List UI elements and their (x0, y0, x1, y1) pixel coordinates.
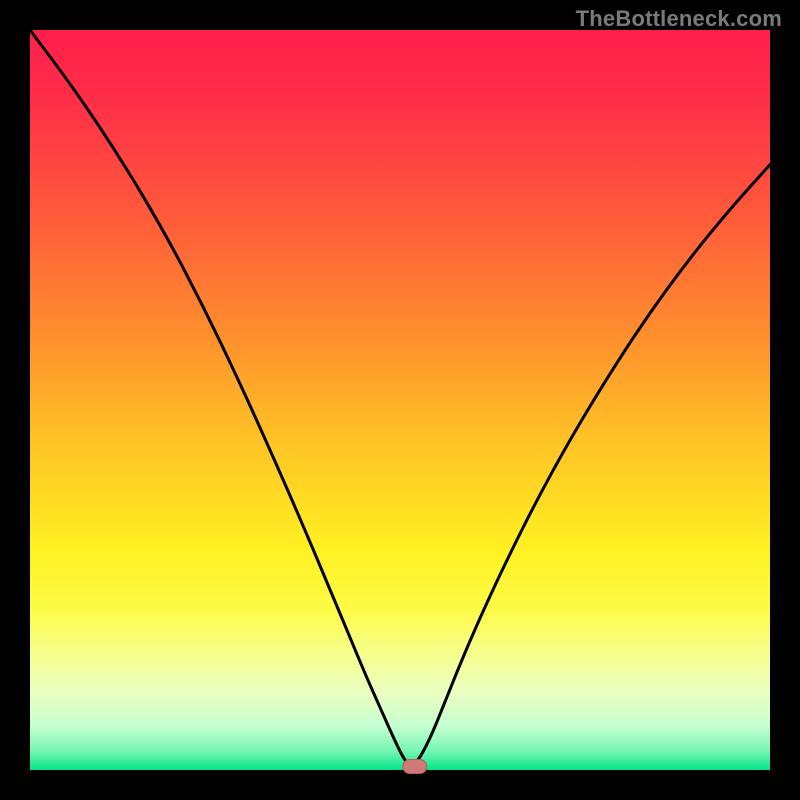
chart-frame: { "watermark": { "text": "TheBottleneck.… (0, 0, 800, 800)
plot-background (30, 30, 770, 770)
valley-marker (403, 760, 427, 774)
chart-svg (0, 0, 800, 800)
watermark-text: TheBottleneck.com (576, 6, 782, 32)
